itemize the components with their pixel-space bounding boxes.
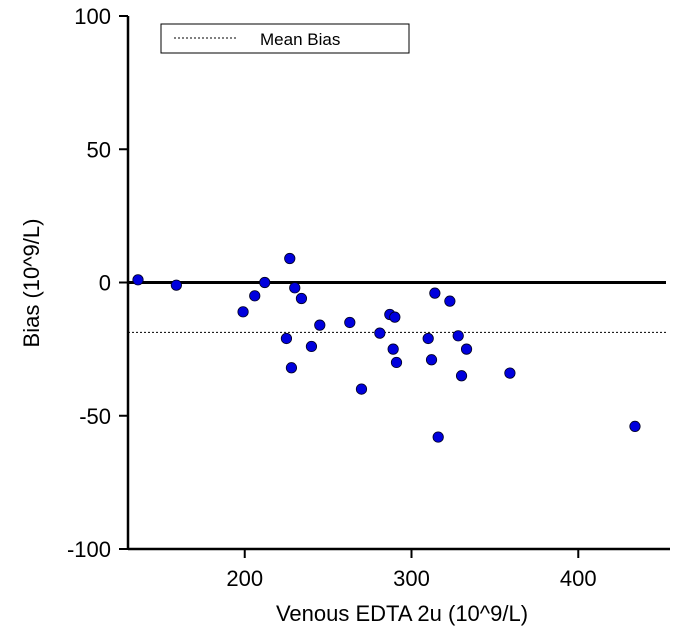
- data-point-14: [355, 383, 368, 395]
- data-point-20: [422, 332, 434, 345]
- data-point-29: [629, 420, 641, 433]
- data-point-2: [170, 279, 182, 291]
- data-point-12: [314, 319, 326, 331]
- data-point-17: [387, 343, 399, 355]
- data-point-27: [460, 343, 473, 355]
- y-tick-label--50: -50: [79, 404, 111, 429]
- data-point-4: [249, 290, 261, 302]
- data-point-5: [259, 276, 271, 289]
- data-point-7: [284, 252, 296, 265]
- y-tick-label-50: 50: [87, 137, 111, 162]
- data-point-22: [429, 287, 441, 299]
- data-point-15: [374, 327, 386, 339]
- data-point-25: [452, 330, 464, 342]
- y-tick-label-0: 0: [99, 271, 111, 296]
- data-point-9: [289, 282, 301, 294]
- y-axis-title: Bias (10^9/L): [19, 219, 44, 348]
- data-point-6: [280, 332, 293, 345]
- y-tick-label-100: 100: [74, 4, 111, 29]
- x-tick-label-400: 400: [560, 566, 597, 591]
- axis-ticks: 100 50 0 -50 -100 200 300 400: [67, 4, 597, 591]
- data-point-11: [305, 340, 318, 353]
- data-point-24: [444, 295, 456, 307]
- data-point-26: [455, 370, 468, 382]
- x-tick-label-300: 300: [393, 566, 430, 591]
- x-tick-label-200: 200: [226, 566, 263, 591]
- data-point-18: [389, 311, 401, 323]
- data-point-19: [390, 356, 403, 369]
- data-point-3: [237, 306, 249, 318]
- x-axis-title: Venous EDTA 2u (10^9/L): [276, 601, 528, 626]
- legend-label: Mean Bias: [260, 30, 340, 49]
- legend: Mean Bias: [160, 23, 410, 54]
- data-point-21: [425, 354, 438, 366]
- data-point-8: [285, 362, 298, 374]
- data-points: [132, 252, 641, 443]
- data-point-10: [295, 292, 308, 305]
- data-point-23: [432, 431, 444, 443]
- data-point-28: [504, 367, 516, 379]
- y-tick-label--100: -100: [67, 537, 111, 562]
- data-point-13: [344, 316, 356, 329]
- data-point-1: [132, 274, 144, 286]
- reference-lines: [128, 281, 666, 333]
